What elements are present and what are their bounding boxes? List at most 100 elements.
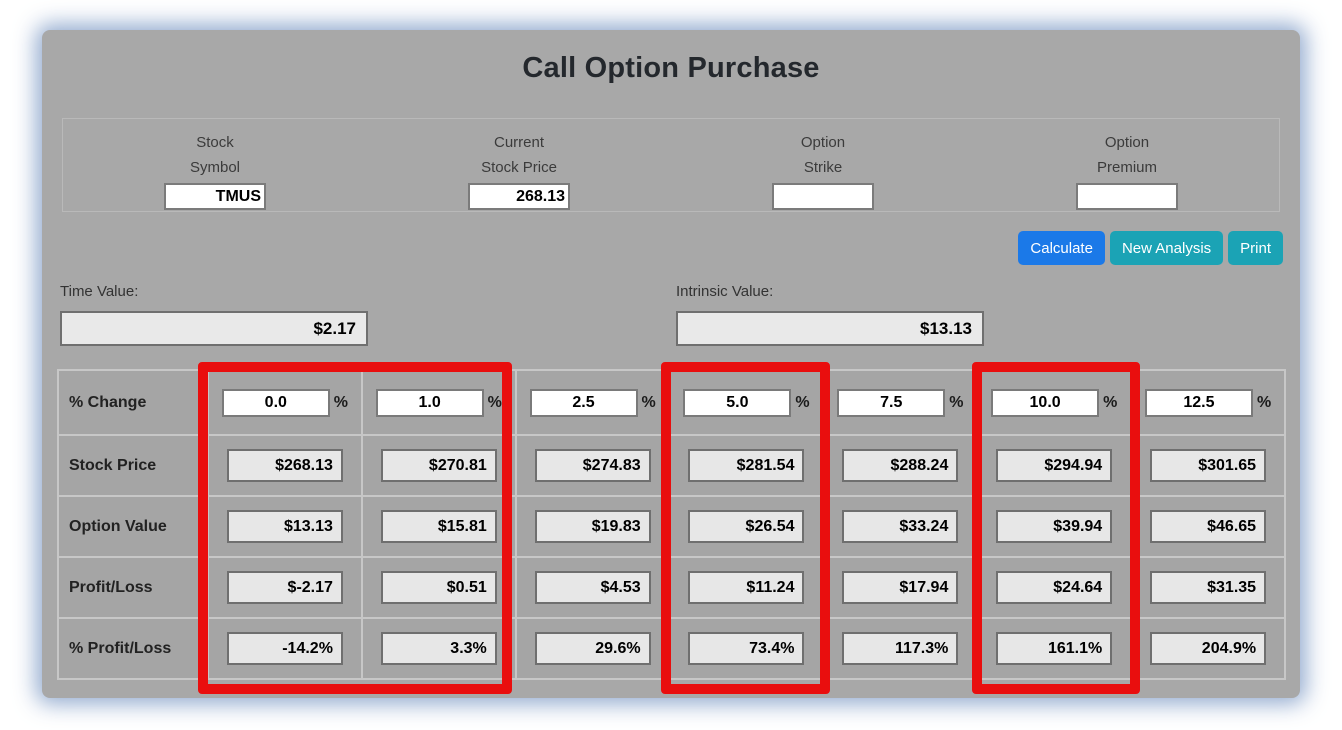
percent-profit-loss-value: -14.2% bbox=[226, 632, 343, 665]
profit-loss-value: $24.64 bbox=[996, 571, 1113, 604]
option-inputs-section: Stock Symbol Current Stock Price Option … bbox=[62, 118, 1280, 212]
stock-price-cell: $294.94 bbox=[978, 436, 1131, 495]
option-premium-input[interactable] bbox=[1076, 183, 1178, 210]
stock-price-cell: $281.54 bbox=[670, 436, 823, 495]
percent-profit-loss-value: 3.3% bbox=[380, 632, 497, 665]
current-stock-price-group: Current Stock Price bbox=[367, 119, 671, 211]
stock-symbol-input[interactable] bbox=[164, 183, 266, 210]
stock-price-value: $281.54 bbox=[688, 449, 805, 482]
option-value-value: $13.13 bbox=[226, 510, 343, 543]
percent-suffix: % bbox=[949, 393, 964, 411]
option-value-value: $39.94 bbox=[996, 510, 1113, 543]
current-stock-price-label-line2: Stock Price bbox=[481, 159, 557, 176]
percent-change-cell: % bbox=[824, 371, 977, 434]
percent-change-input-6[interactable] bbox=[991, 388, 1100, 417]
percent-change-input-4[interactable] bbox=[683, 388, 792, 417]
print-button[interactable]: Print bbox=[1228, 231, 1283, 265]
percent-change-input-1[interactable] bbox=[221, 388, 330, 417]
percent-profit-loss-cell: 73.4% bbox=[670, 619, 823, 678]
percent-profit-loss-cell: 204.9% bbox=[1132, 619, 1284, 678]
stock-price-cell: $268.13 bbox=[209, 436, 361, 495]
intrinsic-value-field: $13.13 bbox=[676, 311, 984, 346]
option-value-value: $33.24 bbox=[842, 510, 959, 543]
option-strike-label-line1: Option bbox=[800, 134, 846, 151]
profit-loss-cell: $0.51 bbox=[362, 558, 515, 617]
option-value-cell: $13.13 bbox=[209, 497, 361, 556]
profit-loss-cell: $-2.17 bbox=[209, 558, 361, 617]
option-premium-label-line1: Option bbox=[1104, 134, 1150, 151]
profit-loss-cell: $17.94 bbox=[824, 558, 977, 617]
percent-change-cell: % bbox=[362, 371, 515, 434]
percent-profit-loss-cell: -14.2% bbox=[209, 619, 361, 678]
time-value-label: Time Value: bbox=[60, 283, 139, 300]
row-header-percent-profit-loss: % Profit/Loss bbox=[59, 619, 207, 678]
percent-change-input-3[interactable] bbox=[529, 388, 638, 417]
option-strike-input[interactable] bbox=[772, 183, 874, 210]
percent-suffix: % bbox=[1103, 393, 1118, 411]
option-value-value: $19.83 bbox=[534, 510, 651, 543]
stock-price-value: $294.94 bbox=[996, 449, 1113, 482]
stock-symbol-label-line2: Symbol bbox=[189, 159, 241, 176]
call-option-panel: Call Option Purchase Stock Symbol Curren… bbox=[42, 30, 1300, 698]
percent-suffix: % bbox=[487, 393, 502, 411]
percent-change-cell: % bbox=[1132, 371, 1284, 434]
percent-suffix: % bbox=[1256, 393, 1272, 411]
profit-loss-cell: $31.35 bbox=[1132, 558, 1284, 617]
option-value-value: $46.65 bbox=[1150, 510, 1267, 543]
action-buttons: Calculate New Analysis Print bbox=[1018, 231, 1283, 265]
stock-price-value: $268.13 bbox=[226, 449, 343, 482]
percent-change-cell: % bbox=[978, 371, 1131, 434]
percent-suffix: % bbox=[795, 393, 810, 411]
option-value-cell: $39.94 bbox=[978, 497, 1131, 556]
option-value-cell: $19.83 bbox=[516, 497, 669, 556]
stock-price-cell: $288.24 bbox=[824, 436, 977, 495]
percent-change-input-7[interactable] bbox=[1144, 388, 1253, 417]
intrinsic-value-label: Intrinsic Value: bbox=[676, 283, 774, 300]
stock-symbol-label-line1: Stock bbox=[196, 134, 234, 151]
stock-symbol-group: Stock Symbol bbox=[63, 119, 367, 211]
profit-loss-cell: $24.64 bbox=[978, 558, 1131, 617]
current-stock-price-label-line1: Current bbox=[493, 134, 545, 151]
time-value-field: $2.17 bbox=[60, 311, 368, 346]
page-title: Call Option Purchase bbox=[522, 52, 820, 84]
percent-profit-loss-value: 29.6% bbox=[534, 632, 651, 665]
percent-change-input-5[interactable] bbox=[837, 388, 946, 417]
percent-profit-loss-cell: 3.3% bbox=[362, 619, 515, 678]
percent-profit-loss-cell: 117.3% bbox=[824, 619, 977, 678]
profit-loss-cell: $4.53 bbox=[516, 558, 669, 617]
option-value-cell: $46.65 bbox=[1132, 497, 1284, 556]
profit-loss-value: $11.24 bbox=[688, 571, 805, 604]
stock-price-value: $274.83 bbox=[534, 449, 651, 482]
percent-profit-loss-value: 73.4% bbox=[688, 632, 805, 665]
profit-loss-value: $-2.17 bbox=[226, 571, 343, 604]
profit-loss-value: $17.94 bbox=[842, 571, 959, 604]
stock-price-value: $301.65 bbox=[1150, 449, 1267, 482]
option-value-cell: $33.24 bbox=[824, 497, 977, 556]
stock-price-value: $270.81 bbox=[380, 449, 497, 482]
calculate-button[interactable]: Calculate bbox=[1018, 231, 1105, 265]
current-stock-price-input[interactable] bbox=[468, 183, 570, 210]
percent-profit-loss-cell: 29.6% bbox=[516, 619, 669, 678]
option-value-value: $26.54 bbox=[688, 510, 805, 543]
option-premium-label-line2: Premium bbox=[1096, 159, 1157, 176]
row-header-percent-change: % Change bbox=[59, 371, 207, 434]
option-value-cell: $26.54 bbox=[670, 497, 823, 556]
percent-profit-loss-value: 161.1% bbox=[996, 632, 1113, 665]
percent-profit-loss-cell: 161.1% bbox=[978, 619, 1131, 678]
scenario-table: % Change % % % % % % % Stock Price $268.… bbox=[57, 369, 1286, 680]
percent-change-cell: % bbox=[670, 371, 823, 434]
percent-profit-loss-value: 204.9% bbox=[1150, 632, 1267, 665]
option-value-cell: $15.81 bbox=[362, 497, 515, 556]
row-header-option-value: Option Value bbox=[59, 497, 207, 556]
profit-loss-value: $31.35 bbox=[1150, 571, 1267, 604]
new-analysis-button[interactable]: New Analysis bbox=[1109, 231, 1224, 265]
stock-price-cell: $301.65 bbox=[1132, 436, 1284, 495]
option-strike-label-line2: Strike bbox=[803, 159, 843, 176]
option-value-value: $15.81 bbox=[380, 510, 497, 543]
percent-change-input-2[interactable] bbox=[375, 388, 484, 417]
percent-change-cell: % bbox=[209, 371, 361, 434]
option-premium-group: Option Premium bbox=[975, 119, 1279, 211]
percent-suffix: % bbox=[333, 393, 349, 411]
profit-loss-value: $4.53 bbox=[534, 571, 651, 604]
stock-price-value: $288.24 bbox=[842, 449, 959, 482]
